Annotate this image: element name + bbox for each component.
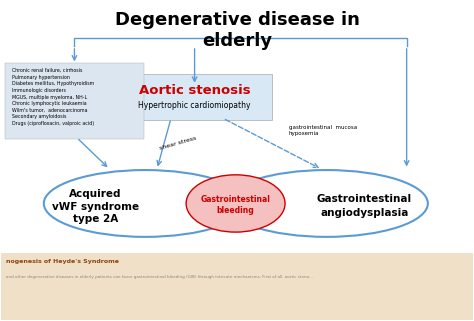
- Text: type 2A: type 2A: [73, 214, 118, 224]
- Ellipse shape: [186, 175, 285, 232]
- FancyBboxPatch shape: [117, 74, 273, 120]
- Text: bleeding: bleeding: [217, 206, 255, 215]
- FancyBboxPatch shape: [5, 63, 144, 139]
- Text: Chronic renal failure, cirrhosis
Pulmonary hypertension
Diabetes mellitus, Hypot: Chronic renal failure, cirrhosis Pulmona…: [12, 68, 94, 126]
- FancyBboxPatch shape: [1, 0, 473, 253]
- Text: and other degenerative diseases in elderly patients can favor gastrointestinal b: and other degenerative diseases in elder…: [6, 275, 313, 279]
- Text: angiodysplasia: angiodysplasia: [320, 208, 409, 218]
- Text: nogenesis of Heyde's Syndrome: nogenesis of Heyde's Syndrome: [6, 259, 119, 264]
- Text: Degenerative disease in
elderly: Degenerative disease in elderly: [115, 11, 359, 50]
- Text: Acquired: Acquired: [69, 189, 122, 199]
- Text: Gastrointestinal: Gastrointestinal: [317, 194, 412, 204]
- Text: gastrointestinal  mucosa
hypoxemia: gastrointestinal mucosa hypoxemia: [289, 125, 357, 136]
- Text: Gastrointestinal: Gastrointestinal: [201, 195, 271, 204]
- FancyBboxPatch shape: [1, 250, 473, 320]
- Text: vWF syndrome: vWF syndrome: [52, 202, 139, 212]
- Text: Aortic stenosis: Aortic stenosis: [139, 84, 250, 97]
- Text: Hypertrophic cardiomiopathy: Hypertrophic cardiomiopathy: [138, 101, 251, 110]
- Text: shear stress: shear stress: [159, 135, 197, 151]
